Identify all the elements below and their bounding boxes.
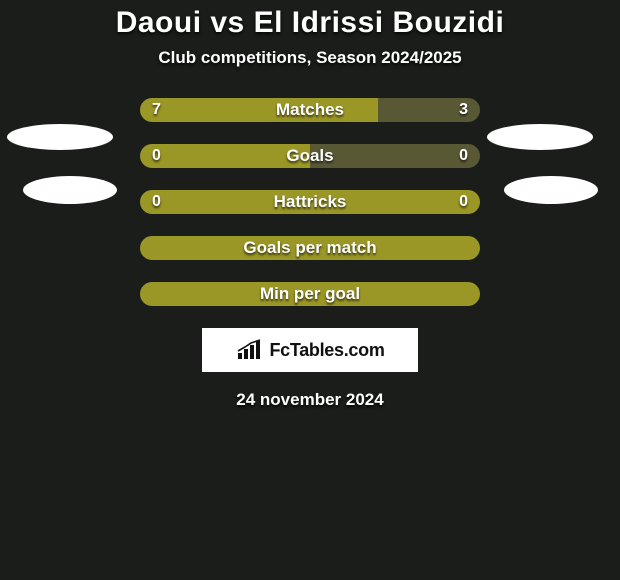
player-avatar-placeholder [504, 176, 598, 204]
stat-value-left: 7 [152, 98, 161, 122]
comparison-title: Daoui vs El Idrissi Bouzidi [0, 0, 620, 40]
brand-text: FcTables.com [269, 340, 384, 361]
stat-row: Matches7 3 [140, 98, 480, 122]
stat-row: Min per goal [140, 282, 480, 306]
stat-value-right: 3 [459, 98, 468, 122]
comparison-subtitle: Club competitions, Season 2024/2025 [0, 48, 620, 68]
player-avatar-placeholder [487, 124, 593, 150]
bar-chart-icon [235, 339, 263, 361]
stat-row: Goals0 0 [140, 144, 480, 168]
player-avatar-placeholder [23, 176, 117, 204]
stat-value-right: 0 [459, 144, 468, 168]
stat-label: Hattricks [140, 190, 480, 214]
brand-box: FcTables.com [202, 328, 418, 372]
stat-label: Min per goal [140, 282, 480, 306]
stat-label: Matches [140, 98, 480, 122]
stat-label: Goals [140, 144, 480, 168]
footer-date: 24 november 2024 [0, 390, 620, 410]
stat-row: Goals per match [140, 236, 480, 260]
stat-label: Goals per match [140, 236, 480, 260]
stat-value-left: 0 [152, 190, 161, 214]
stat-value-right: 0 [459, 190, 468, 214]
player-avatar-placeholder [7, 124, 113, 150]
stat-row: Hattricks0 0 [140, 190, 480, 214]
stat-value-left: 0 [152, 144, 161, 168]
stats-rows: Matches73Goals00Hattricks00Goals per mat… [140, 98, 480, 306]
